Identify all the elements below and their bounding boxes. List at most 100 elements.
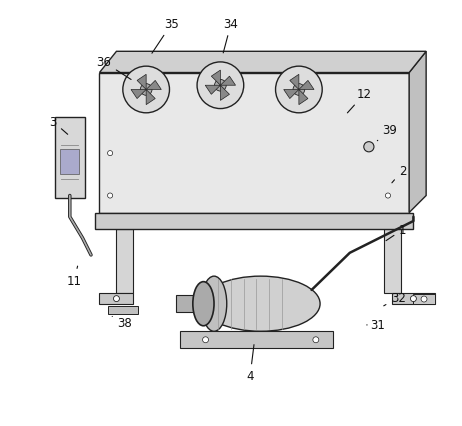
Bar: [284, 194, 297, 199]
Bar: [140, 212, 152, 217]
Bar: [140, 203, 152, 208]
Bar: [284, 167, 297, 172]
Bar: [343, 203, 356, 208]
Bar: [229, 121, 242, 127]
Circle shape: [108, 193, 113, 199]
Bar: [201, 85, 211, 90]
Bar: [314, 94, 327, 99]
Bar: [199, 203, 212, 208]
Bar: [170, 203, 182, 208]
Bar: [314, 121, 327, 127]
Bar: [343, 112, 356, 118]
Polygon shape: [205, 86, 220, 95]
Bar: [284, 130, 297, 135]
Bar: [255, 139, 267, 145]
Bar: [314, 148, 327, 154]
Bar: [229, 112, 242, 118]
Circle shape: [202, 337, 208, 343]
Circle shape: [140, 84, 152, 96]
Ellipse shape: [201, 276, 320, 331]
Text: 31: 31: [367, 319, 385, 331]
Text: 4: 4: [246, 345, 254, 383]
Bar: [199, 94, 212, 99]
Bar: [61, 150, 79, 175]
Bar: [343, 184, 356, 190]
Circle shape: [275, 67, 322, 114]
Text: 3: 3: [49, 115, 68, 135]
Polygon shape: [220, 77, 236, 86]
Text: 11: 11: [67, 267, 81, 287]
Bar: [384, 230, 401, 294]
Bar: [140, 148, 152, 154]
Bar: [284, 112, 297, 118]
Bar: [343, 167, 356, 172]
Bar: [284, 157, 297, 163]
Bar: [199, 103, 212, 108]
Bar: [199, 112, 212, 118]
Bar: [314, 184, 327, 190]
Bar: [170, 184, 182, 190]
Bar: [284, 121, 297, 127]
Bar: [229, 212, 242, 217]
Text: 34: 34: [223, 18, 238, 54]
Bar: [392, 294, 435, 304]
Bar: [229, 148, 242, 154]
Text: 39: 39: [377, 124, 397, 141]
Bar: [140, 176, 152, 181]
Bar: [140, 167, 152, 172]
Bar: [286, 85, 296, 90]
Bar: [255, 184, 267, 190]
Polygon shape: [137, 75, 146, 90]
FancyBboxPatch shape: [55, 118, 85, 198]
Polygon shape: [299, 90, 308, 105]
Bar: [229, 176, 242, 181]
Bar: [199, 184, 212, 190]
Bar: [343, 212, 356, 217]
Polygon shape: [146, 90, 155, 105]
Bar: [255, 103, 267, 108]
Polygon shape: [211, 71, 220, 86]
Circle shape: [385, 193, 390, 199]
Bar: [180, 331, 333, 348]
Bar: [255, 203, 267, 208]
Text: 36: 36: [96, 56, 131, 80]
Bar: [284, 148, 297, 154]
Bar: [170, 139, 182, 145]
Bar: [255, 130, 267, 135]
Bar: [343, 157, 356, 163]
Bar: [140, 94, 152, 99]
Circle shape: [108, 151, 113, 156]
Polygon shape: [220, 86, 230, 101]
Circle shape: [197, 63, 244, 109]
Polygon shape: [99, 73, 409, 213]
Bar: [140, 121, 152, 127]
Bar: [199, 139, 212, 145]
Bar: [314, 139, 327, 145]
Bar: [199, 212, 212, 217]
Bar: [229, 94, 242, 99]
Bar: [199, 157, 212, 163]
Circle shape: [214, 80, 226, 92]
Bar: [314, 112, 327, 118]
Bar: [170, 176, 182, 181]
Bar: [343, 176, 356, 181]
Bar: [99, 294, 134, 304]
Bar: [284, 139, 297, 145]
Bar: [170, 130, 182, 135]
Bar: [199, 176, 212, 181]
Bar: [343, 139, 356, 145]
Bar: [116, 230, 134, 294]
Bar: [170, 94, 182, 99]
Text: 38: 38: [112, 317, 132, 330]
Bar: [229, 194, 242, 199]
Bar: [170, 157, 182, 163]
Text: 35: 35: [152, 18, 179, 54]
Bar: [230, 85, 240, 90]
Circle shape: [123, 67, 170, 114]
Polygon shape: [146, 81, 161, 90]
Bar: [255, 194, 267, 199]
Bar: [314, 212, 327, 217]
Bar: [140, 184, 152, 190]
Bar: [170, 148, 182, 154]
Text: 32: 32: [384, 291, 406, 306]
